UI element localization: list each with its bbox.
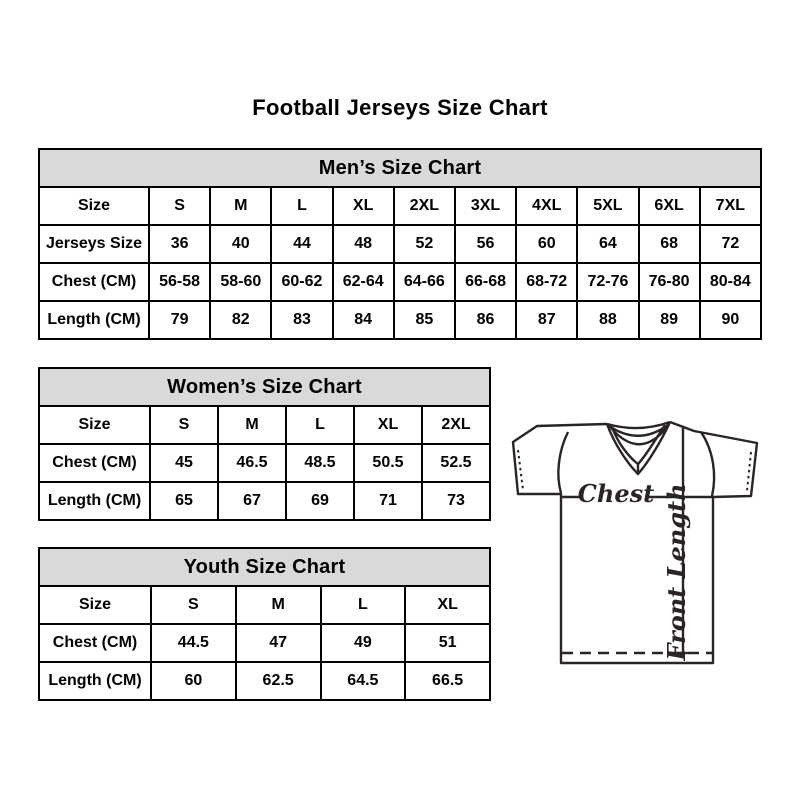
value-cell: 90 [698, 300, 763, 340]
row-label-cell: Jerseys Size [38, 224, 150, 264]
value-cell: 4XL [515, 186, 579, 226]
value-cell: XL [404, 585, 491, 625]
value-cell: 73 [421, 481, 491, 521]
left-cuff-stitch-line [517, 449, 524, 491]
value-cell: 68 [637, 224, 701, 264]
row-label-cell: Size [38, 405, 151, 445]
value-cell: 49 [319, 623, 407, 663]
collar-opening-line [606, 420, 671, 430]
value-cell: 89 [637, 300, 701, 340]
jersey-outline [511, 420, 759, 665]
womens-size-table: Women’s Size Chart Size S M L XL 2XL Chest (CM)… [38, 367, 491, 521]
value-cell: L [270, 186, 334, 226]
left-armhole-seam [557, 431, 570, 494]
value-cell: 58-60 [209, 262, 273, 302]
youth-size-table: Youth Size Chart Size S M L XL Chest (CM) 44.5 4… [38, 547, 491, 701]
value-cell: 65 [149, 481, 219, 521]
value-cell: 44.5 [150, 623, 237, 663]
value-cell: 6XL [637, 186, 701, 226]
value-cell: 64.5 [319, 661, 407, 701]
value-cell: 60-62 [270, 262, 334, 302]
vneck-outer-line [605, 421, 672, 476]
page-title: Football Jerseys Size Chart [252, 95, 548, 120]
chest-measurement-label: Chest [578, 479, 654, 508]
row-label-cell: Length (CM) [38, 661, 152, 701]
row-label-cell: Length (CM) [38, 300, 150, 340]
value-cell: 64 [576, 224, 640, 264]
value-cell: 67 [217, 481, 287, 521]
value-cell: L [319, 585, 407, 625]
size-table-grid: Women’s Size Chart Size S M L XL 2XL Chest (CM)… [38, 367, 491, 521]
value-cell: XL [353, 405, 423, 445]
value-cell: S [150, 585, 237, 625]
value-cell: S [147, 186, 212, 226]
value-cell: L [285, 405, 355, 445]
value-cell: 7XL [698, 186, 763, 226]
value-cell: 2XL [392, 186, 456, 226]
value-cell: 48 [331, 224, 395, 264]
value-cell: M [209, 186, 273, 226]
value-cell: 52.5 [421, 443, 491, 483]
value-cell: 48.5 [285, 443, 355, 483]
value-cell: 56 [453, 224, 518, 264]
value-cell: 40 [209, 224, 273, 264]
value-cell: 51 [404, 623, 491, 663]
value-cell: 87 [515, 300, 579, 340]
value-cell: 68-72 [515, 262, 579, 302]
value-cell: 56-58 [147, 262, 212, 302]
value-cell: 46.5 [217, 443, 287, 483]
value-cell: 50.5 [353, 443, 423, 483]
value-cell: 66.5 [404, 661, 491, 701]
jersey-measurement-diagram: Chest Front Length [511, 420, 759, 665]
value-cell: 52 [392, 224, 456, 264]
table-title-band: Women’s Size Chart [38, 367, 491, 407]
value-cell: 84 [331, 300, 395, 340]
value-cell: 85 [392, 300, 456, 340]
mens-size-table: Men’s Size Chart Size S M L XL 2XL 3XL 4XL 5XL 6XL… [38, 148, 763, 340]
value-cell: 76-80 [637, 262, 701, 302]
front-length-measurement-label: Front Length [662, 483, 691, 661]
value-cell: 82 [209, 300, 273, 340]
value-cell: 62.5 [234, 661, 322, 701]
value-cell: 83 [270, 300, 334, 340]
row-label-cell: Size [38, 585, 152, 625]
value-cell: 3XL [453, 186, 518, 226]
value-cell: 88 [576, 300, 640, 340]
size-table-grid: Men’s Size Chart Size S M L XL 2XL 3XL 4XL 5XL 6XL… [38, 148, 763, 340]
size-table-grid: Youth Size Chart Size S M L XL Chest (CM) 44.5 4… [38, 547, 491, 701]
value-cell: 86 [453, 300, 518, 340]
value-cell: XL [331, 186, 395, 226]
value-cell: 80-84 [698, 262, 763, 302]
row-label-cell: Chest (CM) [38, 443, 151, 483]
right-cuff-stitch-line [746, 451, 752, 492]
value-cell: 71 [353, 481, 423, 521]
row-label-cell: Size [38, 186, 150, 226]
right-armhole-seam [700, 431, 716, 497]
value-cell: 79 [147, 300, 212, 340]
row-label-cell: Length (CM) [38, 481, 151, 521]
value-cell: 64-66 [392, 262, 456, 302]
row-label-cell: Chest (CM) [38, 262, 150, 302]
value-cell: 72-76 [576, 262, 640, 302]
value-cell: M [217, 405, 287, 445]
value-cell: 60 [150, 661, 237, 701]
value-cell: M [234, 585, 322, 625]
value-cell: 47 [234, 623, 322, 663]
value-cell: 44 [270, 224, 334, 264]
collar-back-arc-2 [610, 426, 668, 446]
value-cell: 66-68 [453, 262, 518, 302]
value-cell: S [149, 405, 219, 445]
value-cell: 45 [149, 443, 219, 483]
row-label-cell: Chest (CM) [38, 623, 152, 663]
value-cell: 5XL [576, 186, 640, 226]
value-cell: 60 [515, 224, 579, 264]
value-cell: 69 [285, 481, 355, 521]
table-title-band: Men’s Size Chart [38, 148, 762, 188]
value-cell: 72 [698, 224, 763, 264]
table-title-band: Youth Size Chart [38, 547, 491, 587]
value-cell: 36 [147, 224, 212, 264]
value-cell: 2XL [421, 405, 491, 445]
value-cell: 62-64 [331, 262, 395, 302]
